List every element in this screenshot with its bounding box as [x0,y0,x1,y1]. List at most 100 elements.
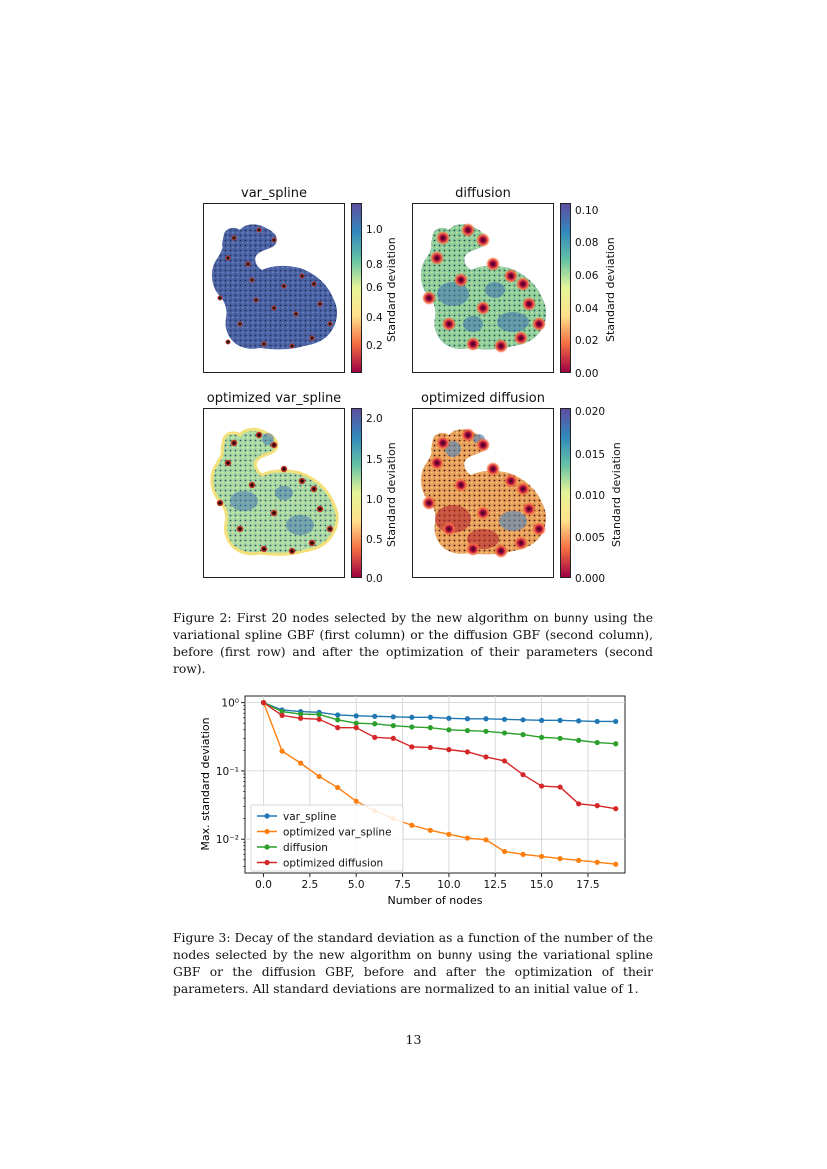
bunny-heatmap-optimized-var-spline [210,427,339,556]
data-point [464,835,471,841]
data-point [372,734,378,740]
data-point [557,784,563,790]
figure-2-caption: Figure 2: First 20 nodes selected by the… [173,610,653,678]
page-number: 13 [405,1032,422,1047]
panel-diffusion [412,203,554,373]
x-tick-label: 10.0 [437,879,460,891]
data-point [520,732,526,738]
data-point [538,717,545,723]
colorbar-label: Standard deviation [604,237,617,342]
x-axis-label: Number of nodes [388,894,483,907]
data-point [372,713,378,719]
colorbar-tick: 0.2 [366,340,383,352]
legend-marker [264,828,270,835]
data-point [594,739,600,746]
colorbar-tick: 1.0 [366,494,383,506]
data-point [279,712,285,718]
data-point [538,734,545,740]
data-point [613,741,619,747]
data-point [464,749,471,755]
data-point [427,744,433,751]
series-line-2 [263,701,616,745]
data-point [501,716,508,722]
data-point [335,712,341,718]
series-line-0 [263,701,616,723]
colorbar-tick: 0.6 [366,282,383,294]
data-point [427,827,433,833]
data-point [260,700,267,706]
data-point [464,727,471,734]
x-tick-label: 2.5 [302,879,319,891]
panel-title-var-spline: var_spline [241,186,307,201]
x-tick-label: 17.5 [576,879,599,891]
colorbar-tick: 0.010 [575,490,606,502]
data-point [501,730,508,736]
legend-label: diffusion [283,842,328,854]
data-point [409,744,415,750]
x-ticks: 0.0 2.5 5.0 7.5 10.0 12.5 15.0 17.5 [255,873,600,891]
colorbar-tick: 0.0 [366,573,383,585]
colorbar-tick: 0.020 [575,406,606,418]
colorbar-tick: 0.005 [575,532,606,544]
data-point [483,728,489,734]
legend-box [250,804,404,872]
data-point [483,837,489,843]
data-point [353,725,359,731]
colorbar-tick: 0.08 [575,237,599,249]
data-point [353,798,359,804]
data-point [298,760,304,766]
data-point [594,718,600,725]
data-point [613,718,619,725]
data-point [335,725,341,731]
legend-marker [264,859,270,866]
colorbar-tick: 0.06 [575,270,599,282]
data-point [353,720,359,726]
data-point [557,735,563,741]
colorbar-tick: 0.8 [366,259,383,271]
data-point [483,716,489,722]
data-point [446,715,452,721]
data-point [538,853,545,860]
bunny-heatmap-optimized-diffusion [420,428,547,558]
panel-title-optimized-diffusion: optimized diffusion [420,391,546,406]
figure-2: var_spline 1.0 0.8 [196,184,636,589]
caption-code: bunny [437,948,473,962]
colorbar-tick: 0.4 [366,312,383,324]
x-tick-label: 0.0 [255,879,272,891]
colorbar-var-spline [351,203,362,373]
colorbar-tick: 0.02 [575,335,599,347]
data-point [409,724,415,730]
panel-title-diffusion: diffusion [455,186,511,201]
data-point [409,714,415,720]
data-point [390,735,396,741]
data-point [613,861,619,867]
caption-text: Figure 3: Decay of the standard deviatio… [173,931,653,962]
caption-text: Figure 2: First 20 nodes selected by the… [173,611,554,625]
data-point [557,856,563,862]
y-ticks: 10⁰ 10⁻¹ 10⁻² [216,698,245,867]
figure-3-caption: Figure 3: Decay of the standard deviatio… [173,930,653,998]
legend-label: var_spline [283,811,336,823]
data-point [520,717,526,723]
data-point [576,857,582,863]
colorbar-tick: 0.00 [575,368,599,380]
x-tick-label: 12.5 [484,879,507,891]
y-axis-label: Max. standard deviation [199,717,212,850]
data-point [316,711,322,718]
data-point [446,747,452,753]
colorbar-tick: 0.5 [366,534,383,546]
colorbar-diffusion [560,203,571,373]
data-point [279,708,285,715]
panel-optimized-var-spline [203,408,345,578]
data-point [316,716,322,722]
colorbar-label: Standard deviation [385,442,398,547]
series-line-3 [263,702,616,810]
legend-label: optimized diffusion [283,858,383,870]
colorbar-tick: 0.04 [575,303,599,315]
panel-title-optimized-var-spline: optimized var_spline [206,391,342,406]
data-point [427,725,433,731]
data-point [576,718,582,724]
colorbar-optimized-var-spline [351,408,362,578]
data-point [576,737,582,743]
data-point [520,772,526,778]
